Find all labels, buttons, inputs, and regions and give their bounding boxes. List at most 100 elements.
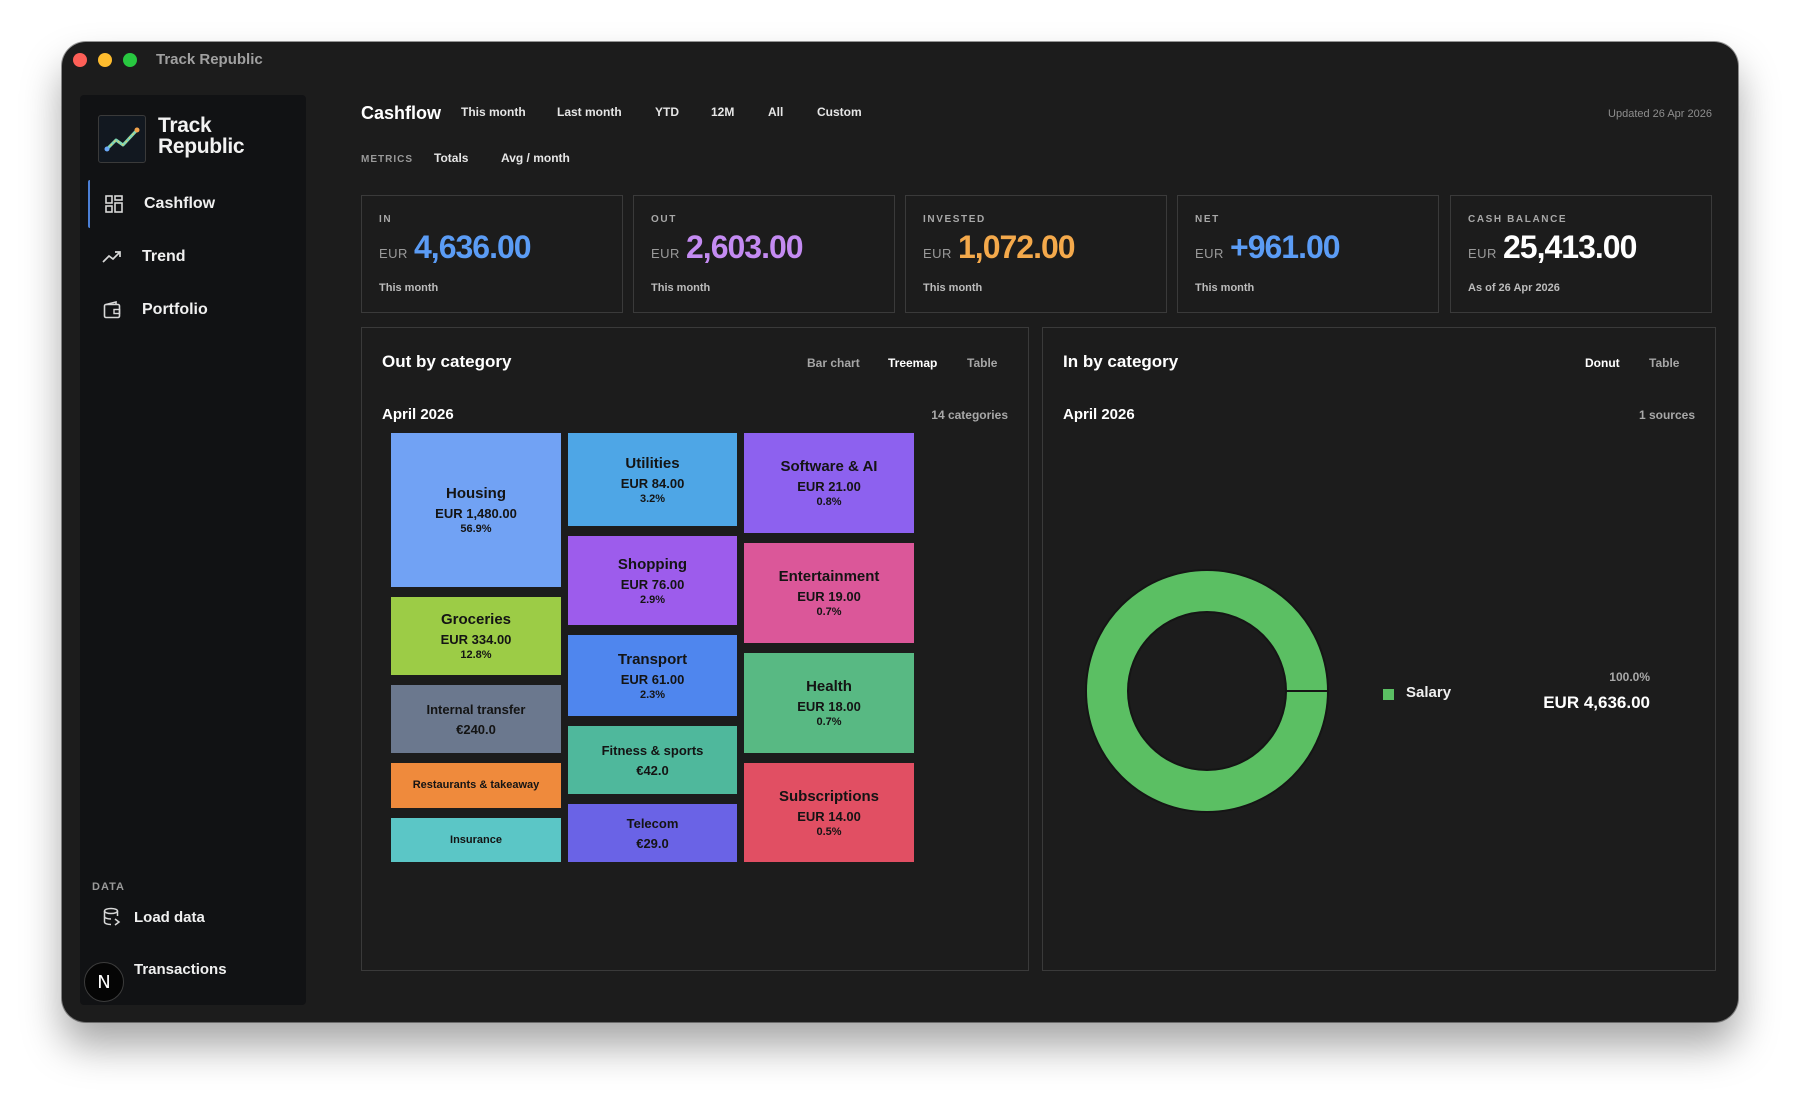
range-tab-ytd[interactable]: YTD (655, 105, 679, 119)
treemap-tile-subscriptions[interactable]: Subscriptions EUR 14.00 0.5% (744, 763, 914, 862)
tile-name: Insurance (450, 833, 502, 846)
treemap-tile-groceries[interactable]: Groceries EUR 334.00 12.8% (391, 597, 561, 675)
tile-percent: 0.7% (816, 716, 842, 728)
range-tab-all[interactable]: All (768, 105, 784, 119)
treemap-tile-telecom[interactable]: Telecom €29.0 (568, 804, 737, 862)
user-avatar[interactable]: N (84, 962, 124, 1002)
view-tab-table[interactable]: Table (967, 356, 998, 370)
tile-amount: €29.0 (636, 836, 669, 851)
legend-swatch (1383, 689, 1394, 700)
brand-name: Track Republic (158, 114, 245, 158)
tile-percent: 56.9% (460, 523, 492, 535)
range-tab-this-month[interactable]: This month (461, 105, 526, 119)
tile-name: Software & AI (780, 458, 878, 475)
kpi-card-cash-balance: CASH BALANCE EUR 25,413.00 As of 26 Apr … (1450, 195, 1712, 313)
tile-percent: 0.7% (816, 606, 842, 618)
tile-percent: 2.9% (639, 593, 666, 606)
view-tab-bar-chart[interactable]: Bar chart (807, 356, 860, 370)
zoom-window-button[interactable] (123, 53, 137, 67)
load-data-button[interactable]: Load data (102, 907, 205, 927)
nav-label-trend: Trend (142, 248, 186, 265)
treemap-tile-transport[interactable]: Transport EUR 61.00 2.3% (568, 635, 737, 716)
category-count: 14 categories (931, 408, 1008, 422)
kpi-value: 4,636.00 (414, 229, 532, 265)
treemap-tile-restaurants-takeaway[interactable]: Restaurants & takeaway (391, 763, 561, 808)
metric-tab-avg-month[interactable]: Avg / month (501, 151, 570, 165)
nav-label-cashflow: Cashflow (144, 195, 216, 212)
kpi-label: OUT (651, 214, 677, 225)
treemap-tile-entertainment[interactable]: Entertainment EUR 19.00 0.7% (744, 543, 914, 643)
tile-name: Internal transfer (426, 702, 526, 717)
kpi-value: 2,603.00 (686, 229, 804, 265)
view-tab-treemap[interactable]: Treemap (888, 356, 938, 370)
metrics-label: METRICS (361, 154, 413, 165)
tile-amount: EUR 19.00 (797, 589, 861, 604)
tile-amount: EUR 61.00 (620, 671, 685, 687)
tile-amount: €240.0 (456, 722, 496, 737)
donut-chart (1085, 569, 1329, 813)
range-tab-last-month[interactable]: Last month (557, 105, 622, 119)
updated-timestamp: Updated 26 Apr 2026 (1608, 108, 1712, 120)
tile-amount: €42.0 (636, 763, 669, 778)
tile-percent: 3.2% (639, 492, 666, 505)
kpi-label: IN (379, 214, 393, 225)
nav-label-portfolio: Portfolio (142, 301, 208, 318)
view-tab-donut[interactable]: Donut (1585, 356, 1620, 370)
nav-item-portfolio[interactable]: Portfolio (88, 286, 298, 334)
kpi-currency: EUR (923, 246, 952, 261)
range-tab-custom[interactable]: Custom (817, 105, 862, 119)
tile-name: Health (806, 678, 852, 695)
wallet-icon (102, 300, 122, 320)
tile-amount: EUR 334.00 (440, 632, 512, 647)
source-count: 1 sources (1638, 408, 1695, 422)
donut-slice-salary[interactable] (1086, 570, 1328, 812)
kpi-subtitle: This month (923, 282, 983, 294)
tile-percent: 12.8% (460, 649, 492, 661)
kpi-label: NET (1195, 214, 1220, 225)
tile-amount: EUR 21.00 (797, 479, 861, 494)
kpi-subtitle: This month (651, 282, 711, 294)
app-logo (98, 115, 146, 163)
treemap-tile-shopping[interactable]: Shopping EUR 76.00 2.9% (568, 536, 737, 625)
legend-label-salary: Salary (1406, 684, 1452, 701)
page-title: Cashflow (361, 103, 442, 123)
metric-tab-totals[interactable]: Totals (434, 151, 469, 165)
transactions-label: Transactions (134, 960, 227, 978)
tile-name: Housing (446, 485, 506, 502)
tile-amount: EUR 1,480.00 (435, 506, 517, 521)
logo-chart-icon (104, 127, 140, 152)
treemap-tile-fitness-sports[interactable]: Fitness & sports €42.0 (568, 726, 737, 794)
minimize-window-button[interactable] (98, 53, 112, 67)
kpi-label: CASH BALANCE (1468, 214, 1568, 225)
treemap-tile-software-ai[interactable]: Software & AI EUR 21.00 0.8% (744, 433, 914, 533)
nav-item-trend[interactable]: Trend (88, 233, 298, 281)
tile-amount: EUR 14.00 (797, 808, 861, 824)
panel-title: In by category (1063, 352, 1179, 371)
kpi-card-invested: INVESTED EUR 1,072.00 This month (905, 195, 1167, 313)
panel-title: Out by category (382, 352, 512, 371)
donut-inner-edge (1127, 611, 1287, 771)
load-data-label: Load data (134, 908, 205, 926)
tile-name: Subscriptions (778, 787, 879, 805)
period-label: April 2026 (1063, 406, 1135, 423)
kpi-currency: EUR (651, 246, 680, 261)
app-window: Track Republic Track Republic Cashflow T… (62, 42, 1738, 1022)
kpi-value: 25,413.00 (1503, 229, 1637, 265)
nav-item-cashflow[interactable]: Cashflow (88, 180, 298, 228)
tile-name: Groceries (440, 611, 512, 628)
close-window-button[interactable] (73, 53, 87, 67)
treemap-tile-internal-transfer[interactable]: Internal transfer €240.0 (391, 685, 561, 753)
database-icon (102, 907, 122, 927)
treemap-tile-utilities[interactable]: Utilities EUR 84.00 3.2% (568, 433, 737, 526)
tile-name: Utilities (625, 454, 680, 472)
kpi-currency: EUR (379, 246, 408, 261)
range-tab-12m[interactable]: 12M (711, 105, 735, 119)
treemap-tile-housing[interactable]: Housing EUR 1,480.00 56.9% (391, 433, 561, 587)
treemap-tile-insurance[interactable]: Insurance (391, 818, 561, 862)
tile-percent: 0.8% (816, 496, 842, 508)
view-tab-table[interactable]: Table (1649, 356, 1680, 370)
kpi-value: +961.00 (1230, 229, 1341, 265)
kpi-subtitle: This month (379, 282, 439, 294)
tile-name: Telecom (626, 816, 679, 831)
treemap-tile-health[interactable]: Health EUR 18.00 0.7% (744, 653, 914, 753)
